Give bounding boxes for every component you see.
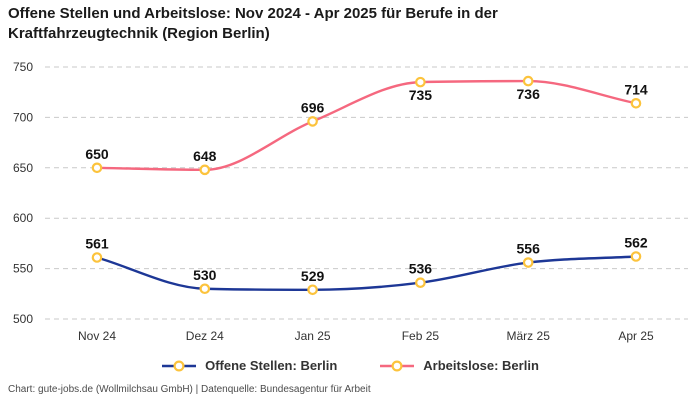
data-point-marker [307, 284, 318, 296]
series-line [95, 255, 638, 291]
data-point-label: 529 [301, 268, 325, 284]
data-point-marker [199, 283, 211, 295]
data-point-marker [91, 162, 103, 174]
attribution-footer: Chart: gute-jobs.de (Wollmilchsau GmbH) … [8, 384, 371, 395]
data-point-marker [415, 277, 426, 289]
data-point-marker [522, 75, 534, 87]
data-point-label: 562 [624, 235, 648, 251]
x-tick-label: Jan 25 [295, 329, 331, 343]
legend-swatch-line-icon [162, 359, 197, 372]
legend-swatch-line-icon [380, 359, 415, 372]
data-point-marker [630, 97, 642, 109]
series-line [95, 79, 638, 172]
x-tick-label: Feb 25 [402, 329, 440, 343]
data-point-marker [91, 252, 103, 263]
y-tick-label: 700 [13, 110, 33, 124]
data-point-marker [630, 251, 642, 262]
data-point-label: 556 [517, 241, 541, 257]
data-point-label: 648 [193, 148, 217, 164]
x-tick-label: März 25 [507, 329, 551, 343]
chart-legend: Offene Stellen: Berlin Arbeitslose: Berl… [0, 358, 700, 373]
x-tick-label: Nov 24 [78, 329, 116, 343]
data-point-marker [199, 164, 211, 176]
x-tick-label: Dez 24 [186, 329, 224, 343]
data-point-label: 696 [301, 99, 325, 115]
y-tick-label: 750 [13, 60, 33, 74]
legend-item-offene-stellen: Offene Stellen: Berlin [161, 358, 337, 373]
chart-title: Offene Stellen und Arbeitslose: Nov 2024… [8, 5, 498, 42]
data-point-marker [307, 116, 318, 127]
legend-label-arbeitslose: Arbeitslose: Berlin [423, 358, 539, 373]
data-point-marker [415, 76, 426, 88]
data-point-label: 650 [85, 146, 109, 162]
legend-label-offene-stellen: Offene Stellen: Berlin [205, 358, 338, 373]
y-tick-label: 650 [13, 161, 33, 175]
legend-item-arbeitslose: Arbeitslose: Berlin [379, 358, 539, 373]
x-tick-label: Apr 25 [618, 329, 654, 343]
y-tick-label: 500 [13, 312, 33, 326]
y-tick-label: 550 [13, 262, 33, 276]
data-point-label: 530 [193, 267, 217, 283]
y-tick-label: 600 [13, 211, 33, 225]
data-point-label: 536 [409, 261, 433, 277]
data-point-label: 736 [517, 86, 541, 102]
data-point-label: 714 [624, 81, 648, 97]
data-point-label: 561 [85, 236, 109, 252]
data-point-label: 735 [409, 87, 433, 103]
data-point-marker [522, 257, 534, 268]
